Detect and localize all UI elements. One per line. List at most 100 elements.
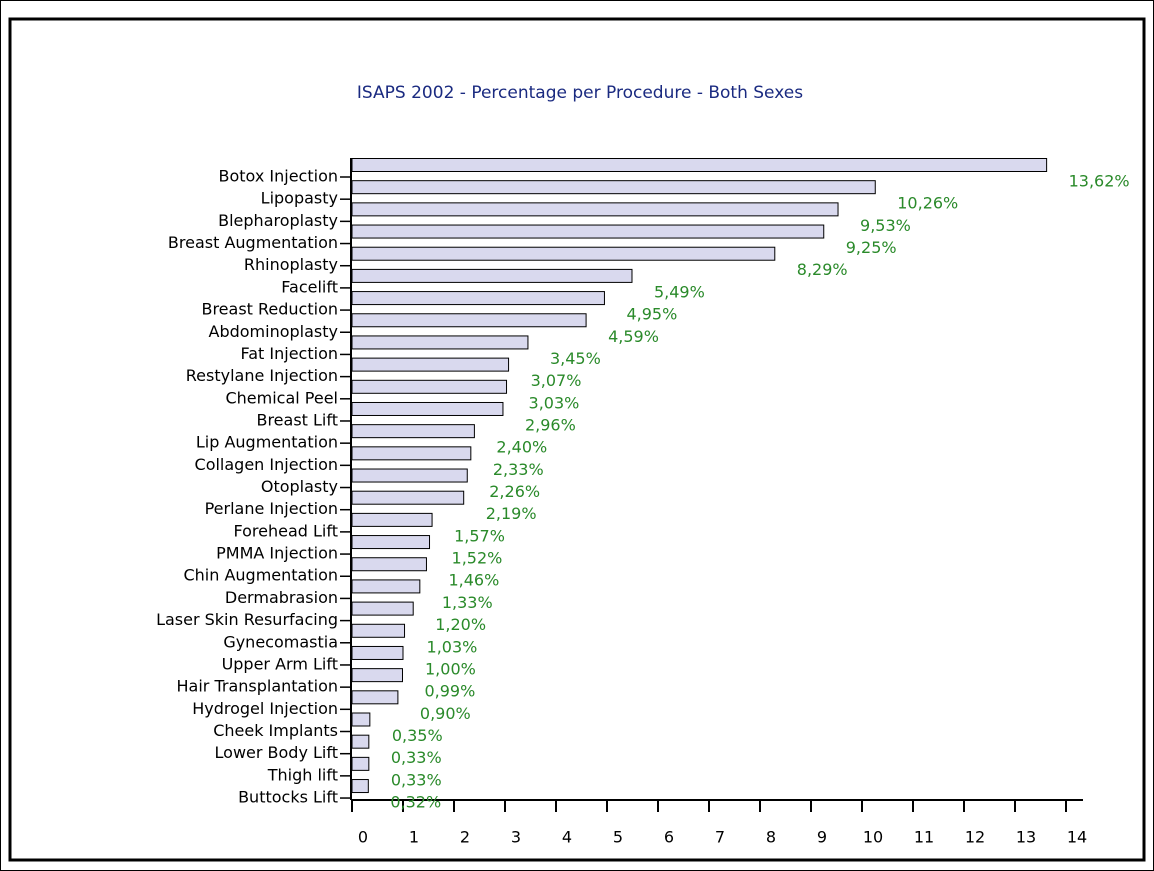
bar xyxy=(351,202,839,217)
value-label: 2,26% xyxy=(489,482,540,501)
y-tick-label: Breast Augmentation xyxy=(168,233,338,252)
bar xyxy=(351,623,406,638)
bar xyxy=(351,690,399,705)
y-tick-label: Hair Transplantation xyxy=(177,677,339,696)
x-tick-label: 10 xyxy=(863,828,883,847)
y-tick-label: Perlane Injection xyxy=(205,499,338,518)
y-tick-label: Hydrogel Injection xyxy=(192,699,338,718)
bar xyxy=(351,446,472,461)
x-tick-label: 4 xyxy=(562,828,572,847)
y-tick-label: Breast Lift xyxy=(256,410,338,429)
y-tick-label: Abdominoplasty xyxy=(209,322,339,341)
bar xyxy=(351,734,370,749)
y-tick-label: Fat Injection xyxy=(241,344,339,363)
bar xyxy=(351,291,605,306)
x-tick-label: 3 xyxy=(511,828,521,847)
y-tick-label: Lower Body Lift xyxy=(215,743,338,762)
y-tick-label: Forehead Lift xyxy=(233,521,338,540)
bar xyxy=(351,424,475,439)
bar xyxy=(351,512,433,527)
value-label: 0,99% xyxy=(424,682,475,701)
value-label: 0,90% xyxy=(420,704,471,723)
x-tick-label: 12 xyxy=(965,828,985,847)
value-label: 5,49% xyxy=(654,282,705,301)
y-tick-label: PMMA Injection xyxy=(216,544,338,563)
value-label: 2,40% xyxy=(496,438,547,457)
bar xyxy=(351,401,504,416)
y-tick-label: Otoplasty xyxy=(261,477,338,496)
value-label: 3,45% xyxy=(550,349,601,368)
value-label: 3,07% xyxy=(531,371,582,390)
value-label: 1,00% xyxy=(425,659,476,678)
y-tick-label: Gynecomastia xyxy=(223,632,338,651)
y-tick-label: Buttocks Lift xyxy=(238,788,338,807)
bar xyxy=(351,468,468,483)
y-tick-label: Chemical Peel xyxy=(225,388,338,407)
value-label: 10,26% xyxy=(897,194,958,213)
y-tick-label: Chin Augmentation xyxy=(183,566,338,585)
bar xyxy=(351,557,427,572)
value-label: 1,33% xyxy=(442,593,493,612)
value-label: 4,95% xyxy=(626,305,677,324)
x-tick-label: 7 xyxy=(715,828,725,847)
y-tick-label: Thigh lift xyxy=(267,765,338,784)
bar xyxy=(351,335,529,350)
value-label: 2,96% xyxy=(525,415,576,434)
bar xyxy=(351,779,369,794)
x-tick-label: 1 xyxy=(409,828,419,847)
value-label: 1,03% xyxy=(427,637,478,656)
value-label: 0,33% xyxy=(391,748,442,767)
y-tick-label: Lip Augmentation xyxy=(196,433,338,452)
frame xyxy=(8,17,1146,862)
y-tick-label: Rhinoplasty xyxy=(244,255,338,274)
x-tick-label: 9 xyxy=(817,828,827,847)
value-label: 1,57% xyxy=(454,526,505,545)
value-label: 9,25% xyxy=(846,238,897,257)
value-label: 13,62% xyxy=(1069,172,1130,191)
bar xyxy=(351,668,403,683)
x-tick-label: 5 xyxy=(613,828,623,847)
value-label: 1,52% xyxy=(452,549,503,568)
bar xyxy=(351,601,414,616)
chart-title: ISAPS 2002 - Percentage per Procedure - … xyxy=(357,83,803,103)
y-tick-label: Botox Injection xyxy=(219,167,338,186)
bar xyxy=(351,224,825,239)
y-tick-label: Blepharoplasty xyxy=(218,211,338,230)
bar xyxy=(351,357,510,372)
x-tick-label: 6 xyxy=(664,828,674,847)
bar xyxy=(351,158,1048,172)
x-tick-label: 11 xyxy=(914,828,934,847)
x-tick-label: 0 xyxy=(358,828,368,847)
value-label: 8,29% xyxy=(797,260,848,279)
value-label: 2,33% xyxy=(493,460,544,479)
y-tick-label: Facelift xyxy=(281,277,338,296)
value-label: 2,19% xyxy=(486,504,537,523)
value-label: 1,46% xyxy=(448,571,499,590)
x-tick-label: 2 xyxy=(460,828,470,847)
value-label: 3,03% xyxy=(529,393,580,412)
bar xyxy=(351,579,421,594)
bar xyxy=(351,535,431,550)
value-label: 0,32% xyxy=(390,793,441,812)
value-label: 1,20% xyxy=(435,615,486,634)
x-tick-label: 8 xyxy=(766,828,776,847)
y-tick-label: Upper Arm Lift xyxy=(222,654,338,673)
bar xyxy=(351,313,587,328)
value-label: 0,33% xyxy=(391,770,442,789)
bar xyxy=(351,379,508,394)
y-tick-label: Laser Skin Resurfacing xyxy=(156,610,338,629)
value-label: 0,35% xyxy=(392,726,443,745)
bar xyxy=(351,268,633,283)
x-tick-label: 13 xyxy=(1016,828,1036,847)
y-tick-label: Cheek Implants xyxy=(213,721,338,740)
value-label: 9,53% xyxy=(860,216,911,235)
bar xyxy=(351,756,370,771)
bar xyxy=(351,180,876,195)
y-tick-label: Collagen Injection xyxy=(195,455,338,474)
bar xyxy=(351,712,371,727)
value-label: 4,59% xyxy=(608,327,659,346)
bar xyxy=(351,645,404,660)
y-tick-label: Lipopasty xyxy=(261,189,338,208)
x-tick-label: 14 xyxy=(1067,828,1087,847)
